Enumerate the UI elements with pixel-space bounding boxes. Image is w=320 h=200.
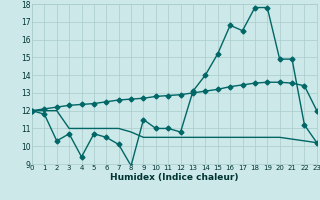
X-axis label: Humidex (Indice chaleur): Humidex (Indice chaleur) <box>110 173 239 182</box>
